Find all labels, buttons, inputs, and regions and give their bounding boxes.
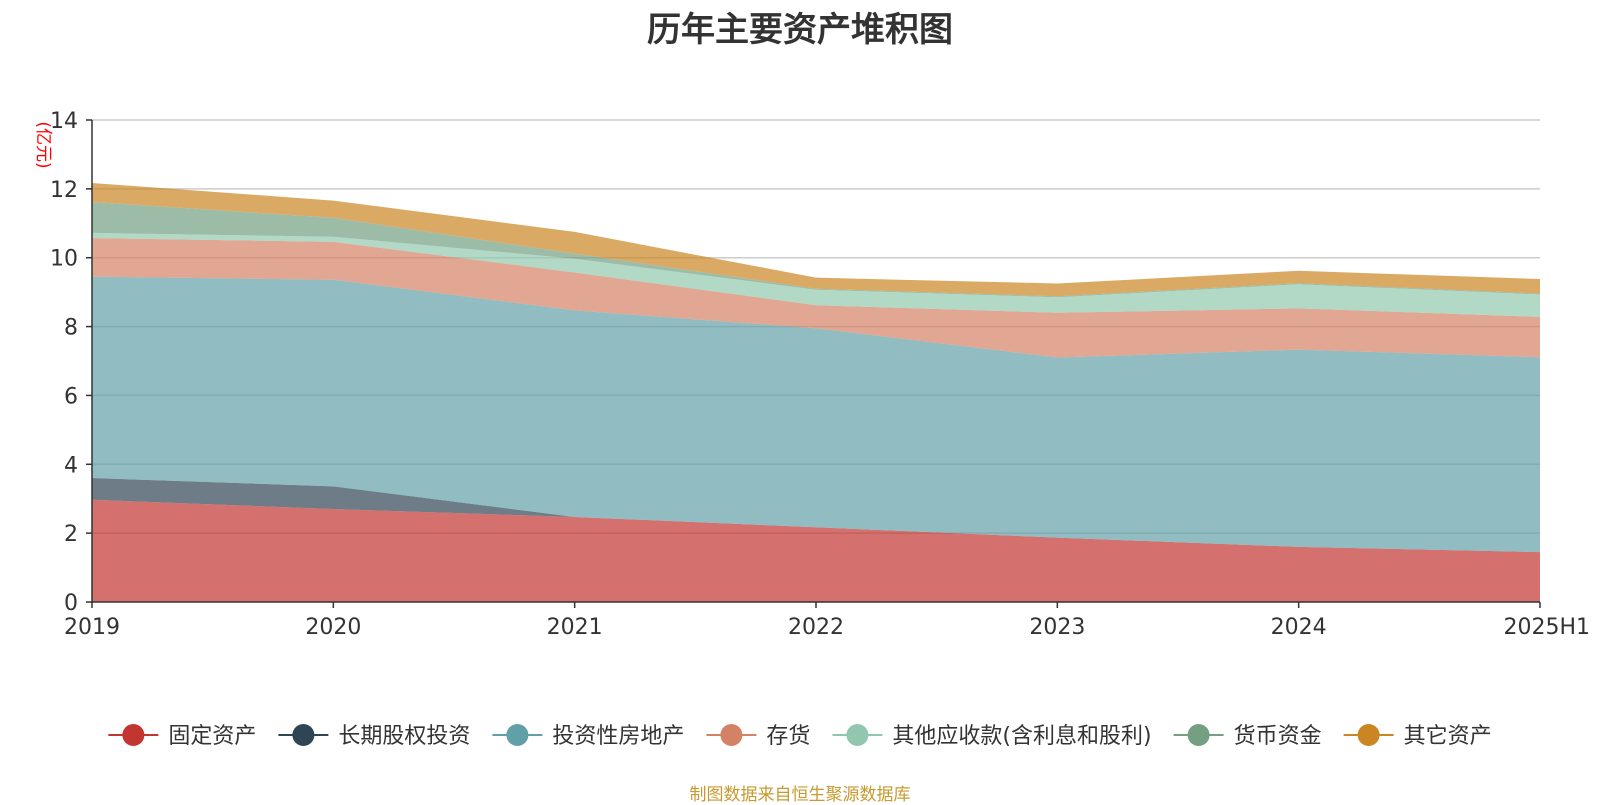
x-tick-label: 2022 — [788, 615, 844, 640]
legend-label: 长期股权投资 — [338, 724, 470, 749]
legend-dot-icon — [846, 724, 869, 746]
area-series-6[interactable] — [92, 183, 1540, 297]
x-tick-label: 2019 — [64, 615, 120, 640]
legend-item-2[interactable]: 投资性房地产 — [492, 724, 684, 749]
legend-dot-icon — [1357, 724, 1380, 746]
y-tick-label: 14 — [50, 109, 78, 134]
legend-label: 货币资金 — [1234, 724, 1322, 749]
y-tick-label: 10 — [50, 247, 78, 272]
area-series-3[interactable] — [92, 238, 1540, 358]
x-tick-label: 2023 — [1029, 615, 1085, 640]
area-series-5[interactable] — [92, 201, 1540, 298]
legend-label: 投资性房地产 — [552, 724, 684, 749]
legend-item-3[interactable]: 存货 — [706, 724, 810, 749]
area-series-1[interactable] — [92, 478, 1540, 553]
legend-item-1[interactable]: 长期股权投资 — [278, 724, 470, 749]
legend-label: 存货 — [766, 724, 810, 749]
y-tick-label: 2 — [64, 522, 78, 547]
source-note: 制图数据来自恒生聚源数据库 — [689, 785, 911, 805]
legend-item-4[interactable]: 其他应收款(含利息和股利) — [832, 724, 1152, 749]
y-axis-unit-label: (亿元) — [33, 121, 53, 168]
y-tick-label: 8 — [64, 316, 78, 341]
x-tick-label: 2020 — [305, 615, 361, 640]
y-tick-label: 0 — [64, 591, 78, 616]
area-series-4[interactable] — [92, 232, 1540, 317]
legend-label: 其他应收款(含利息和股利) — [892, 724, 1151, 749]
legend-dot-icon — [720, 724, 743, 746]
x-tick-label: 2021 — [547, 615, 603, 640]
legend-dot-icon — [292, 724, 315, 746]
legend-label: 其它资产 — [1404, 724, 1492, 749]
legend-dot-icon — [1187, 724, 1210, 746]
x-tick-label: 2024 — [1271, 615, 1327, 640]
legend-dot-icon — [122, 724, 145, 746]
y-tick-label: 12 — [50, 178, 78, 203]
legend-item-6[interactable]: 其它资产 — [1343, 724, 1492, 749]
y-tick-label: 6 — [64, 384, 78, 409]
area-series-0[interactable] — [92, 499, 1540, 602]
legend-item-0[interactable]: 固定资产 — [108, 724, 256, 749]
chart-title: 历年主要资产堆积图 — [647, 10, 953, 50]
y-tick-label: 4 — [64, 453, 78, 478]
legend-item-5[interactable]: 货币资金 — [1173, 724, 1322, 749]
legend: 固定资产 长期股权投资 投资性房地产 存货 其他应收款(含利息和股利) 货币资金 其它资产 — [108, 724, 1492, 749]
x-tick-label: 2025H1 — [1503, 615, 1590, 640]
area-series-2[interactable] — [92, 276, 1540, 553]
area-series — [92, 183, 1540, 602]
legend-label: 固定资产 — [168, 724, 256, 749]
legend-dot-icon — [506, 724, 529, 746]
axes: 0 2 4 6 8 10 12 14 2019 2020 2021 2022 2023 2024 2025H… — [33, 109, 1590, 640]
